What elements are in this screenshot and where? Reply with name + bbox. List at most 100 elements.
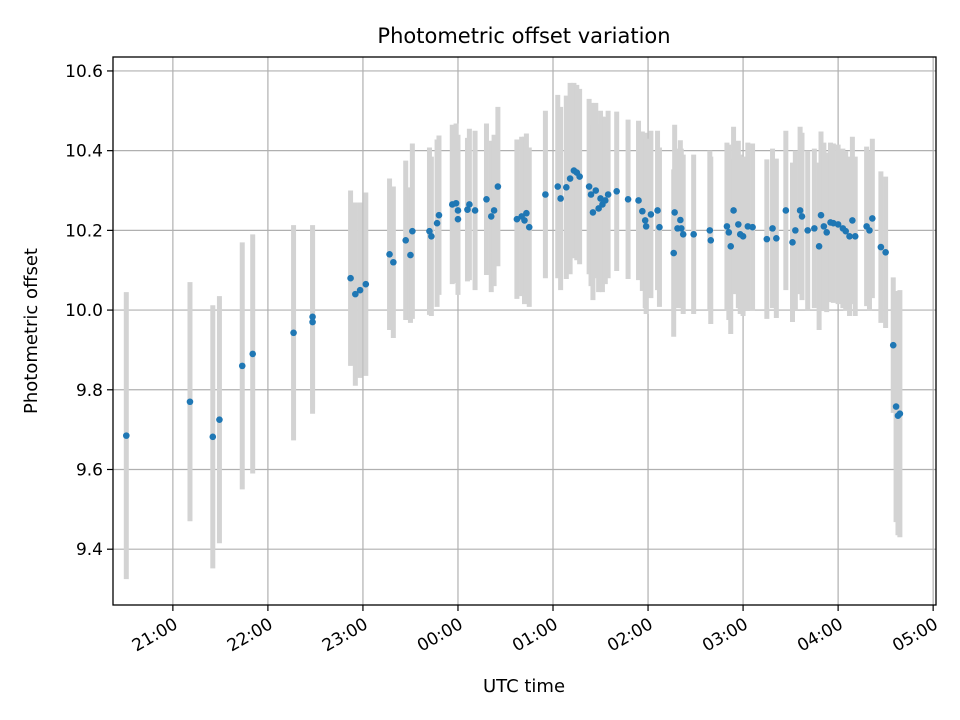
data-point [706, 227, 714, 234]
data-point [566, 175, 574, 182]
data-point [587, 191, 595, 198]
y-tick-label: 9.6 [76, 460, 103, 480]
data-point [707, 237, 715, 244]
data-point [490, 207, 498, 214]
data-point [804, 227, 812, 234]
data-point [309, 318, 316, 326]
data-point [725, 229, 733, 236]
chart-title: Photometric offset variation [377, 24, 670, 48]
data-point [402, 237, 410, 244]
data-point [769, 225, 776, 232]
data-point [554, 183, 562, 190]
y-tick-label: 9.8 [76, 381, 103, 401]
data-point [798, 213, 806, 220]
data-point [679, 231, 687, 238]
data-point [452, 199, 460, 207]
data-point [642, 223, 650, 230]
data-point [290, 329, 297, 337]
data-point [557, 195, 564, 202]
data-point [525, 223, 533, 231]
data-point [466, 201, 473, 208]
data-point [820, 223, 828, 230]
data-point [735, 221, 742, 228]
data-point [576, 173, 583, 180]
data-point [409, 227, 416, 235]
data-point [238, 362, 246, 370]
data-point [654, 207, 661, 214]
data-points [123, 167, 904, 441]
data-point [428, 233, 435, 240]
data-point [390, 258, 397, 266]
data-point [123, 432, 130, 439]
data-point [407, 251, 414, 259]
data-point [656, 223, 663, 231]
data-point [494, 183, 502, 190]
data-point [727, 243, 735, 250]
x-axis-label: UTC time [483, 676, 565, 697]
data-point [896, 410, 904, 417]
data-point [186, 398, 194, 406]
y-axis-label: Photometric offset [21, 248, 42, 414]
data-point [435, 211, 443, 219]
data-point [823, 229, 831, 236]
data-point [635, 197, 642, 204]
data-point [730, 207, 737, 214]
data-point [589, 209, 597, 216]
data-point [209, 433, 217, 441]
data-point [613, 188, 620, 195]
data-point [811, 225, 818, 232]
data-point [216, 416, 223, 423]
y-tick-label: 9.4 [76, 540, 103, 560]
data-point [782, 207, 790, 214]
data-point [542, 191, 549, 198]
data-point [639, 207, 646, 215]
y-tick-label: 10.0 [65, 301, 103, 321]
data-point [690, 231, 697, 238]
data-point [362, 280, 370, 288]
y-axis-ticks: 9.4 9.6 9.8 10.0 10.2 10.4 10.6 [65, 62, 113, 560]
data-point [739, 233, 747, 240]
data-point [678, 225, 685, 232]
data-point [347, 274, 354, 282]
data-point [601, 197, 609, 204]
data-point [592, 187, 600, 194]
data-point [792, 227, 799, 234]
data-point [426, 227, 433, 235]
data-point [454, 215, 462, 223]
y-tick-label: 10.2 [65, 221, 103, 241]
data-point [773, 235, 780, 242]
data-point [723, 223, 731, 230]
data-point [866, 227, 873, 234]
data-point [624, 195, 632, 203]
data-point [789, 239, 796, 246]
y-tick-label: 10.4 [65, 142, 103, 162]
data-point [523, 209, 530, 217]
data-point [471, 207, 479, 214]
data-point [851, 233, 859, 240]
data-point [670, 249, 678, 257]
data-point [454, 207, 462, 214]
data-point [641, 217, 649, 224]
data-point [563, 184, 570, 191]
data-point [892, 403, 900, 410]
data-point [671, 209, 678, 216]
data-point [483, 195, 490, 203]
data-point [889, 341, 897, 349]
data-point [585, 183, 593, 190]
data-point [464, 206, 471, 213]
data-point [877, 243, 885, 251]
data-point [749, 223, 756, 231]
plot-area-frame [112, 56, 937, 606]
data-point [796, 207, 804, 214]
data-point [647, 211, 655, 218]
data-point [309, 313, 316, 321]
data-point [763, 235, 771, 243]
data-point [433, 219, 441, 227]
data-point [356, 286, 364, 294]
data-point [249, 350, 257, 358]
data-point [487, 213, 495, 220]
data-point [815, 243, 823, 250]
data-point [882, 248, 889, 256]
